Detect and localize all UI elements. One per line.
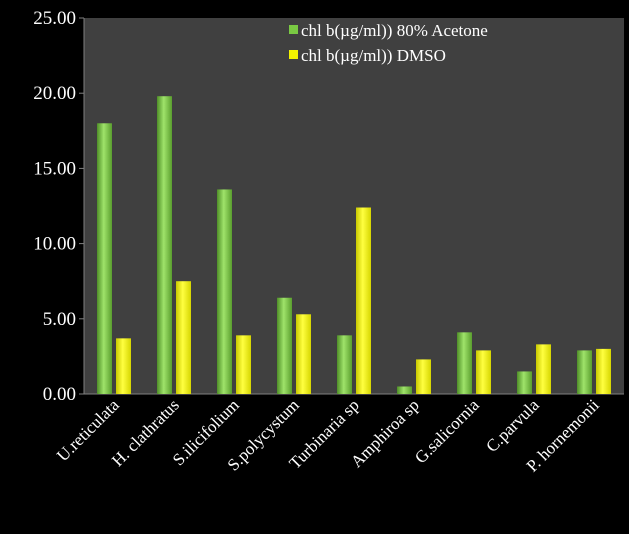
x-tick-label: C.parvula <box>482 395 543 456</box>
bar-series-2 <box>176 281 191 394</box>
legend-swatch <box>289 50 298 59</box>
legend: chl b(µg/ml)) 80% Acetone chl b(µg/ml)) D… <box>289 21 488 65</box>
bar-series-2 <box>296 314 311 394</box>
plot-area <box>84 18 624 394</box>
y-tick-label: 10.00 <box>33 234 76 255</box>
y-tick-label: 15.00 <box>33 158 76 179</box>
bar-series-2 <box>116 338 131 394</box>
x-tick-label: G.salicornia <box>411 395 483 467</box>
bar-series-2 <box>356 207 371 394</box>
y-tick-label: 20.00 <box>33 83 76 104</box>
bar-series-1 <box>457 332 472 394</box>
bars <box>97 96 611 394</box>
bar-series-1 <box>157 96 172 394</box>
legend-label: chl b(µg/ml)) 80% Acetone <box>301 21 488 40</box>
bar-series-1 <box>577 350 592 394</box>
bar-series-1 <box>217 189 232 394</box>
y-tick-label: 0.00 <box>43 384 76 405</box>
bar-series-1 <box>97 123 112 394</box>
bar-series-1 <box>277 297 292 394</box>
bar-series-1 <box>337 335 352 394</box>
bar-series-1 <box>397 386 412 394</box>
legend-swatch <box>289 25 298 34</box>
y-axis-ticks: 0.00 5.00 10.00 15.00 20.00 25.00 <box>33 8 84 405</box>
bar-series-2 <box>536 344 551 394</box>
bar-series-2 <box>416 359 431 394</box>
legend-label: chl b(µg/ml)) DMSO <box>301 46 446 65</box>
bar-series-2 <box>596 348 611 394</box>
bar-series-1 <box>517 371 532 394</box>
bar-series-2 <box>476 350 491 394</box>
bar-series-2 <box>236 335 251 394</box>
y-tick-label: 25.00 <box>33 8 76 29</box>
y-tick-label: 5.00 <box>43 309 76 330</box>
